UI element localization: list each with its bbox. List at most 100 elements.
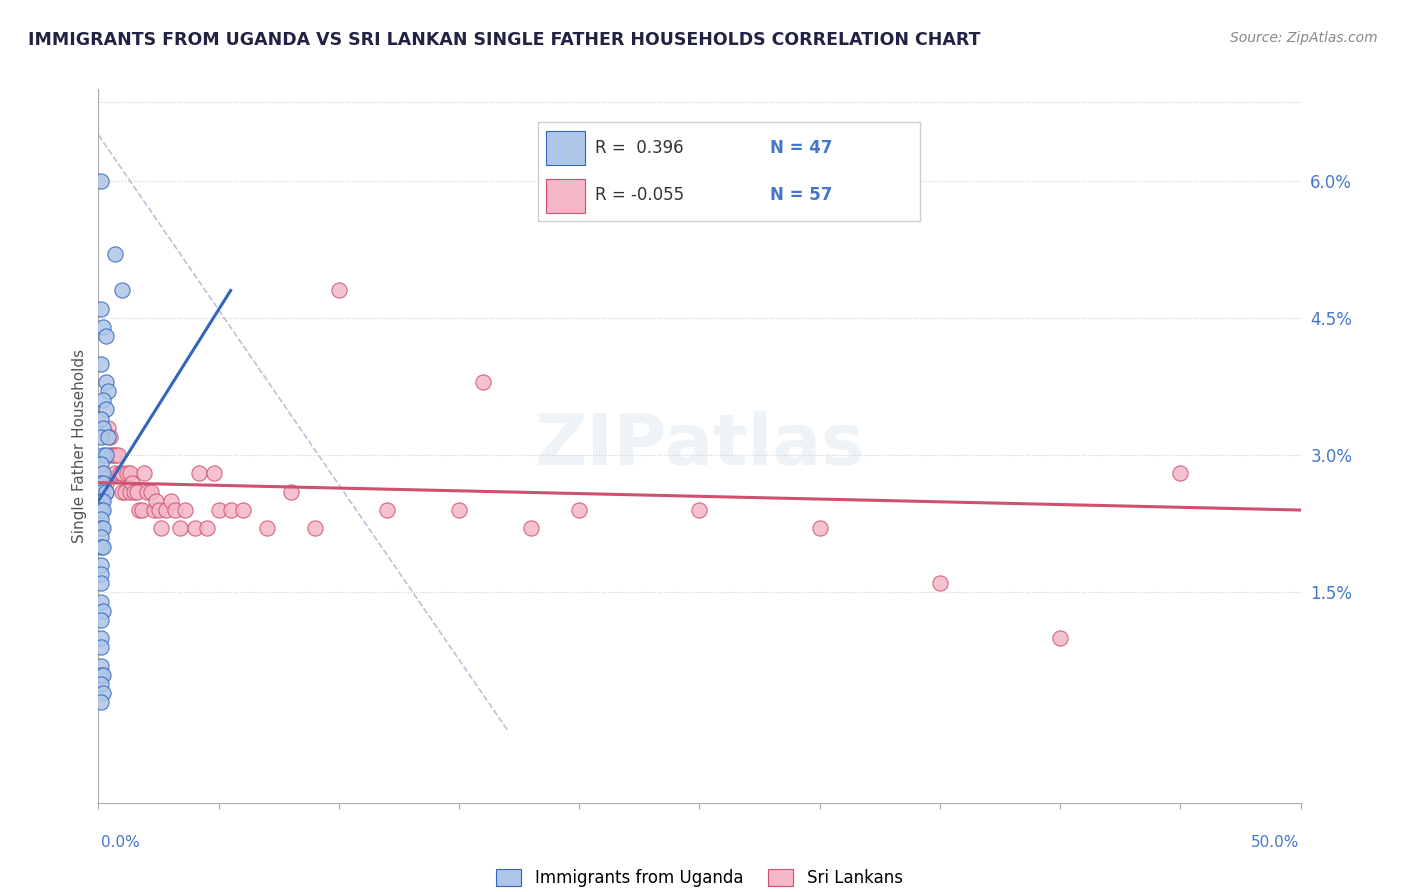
Point bbox=[94, 484, 117, 499]
Point bbox=[108, 467, 131, 481]
Point bbox=[91, 540, 114, 554]
Point bbox=[111, 484, 134, 499]
Point bbox=[94, 448, 117, 462]
Point bbox=[91, 467, 114, 481]
Point bbox=[114, 484, 136, 499]
Point bbox=[125, 484, 148, 499]
Point bbox=[90, 695, 112, 709]
Point bbox=[928, 576, 950, 591]
Point bbox=[128, 503, 150, 517]
Point bbox=[183, 521, 205, 535]
Point bbox=[447, 503, 470, 517]
Point bbox=[104, 448, 127, 462]
Point bbox=[520, 521, 543, 535]
Point bbox=[90, 631, 112, 645]
Point bbox=[91, 521, 114, 535]
Point bbox=[208, 503, 231, 517]
Text: R =  0.396: R = 0.396 bbox=[595, 139, 683, 157]
Point bbox=[472, 375, 495, 389]
Point bbox=[328, 284, 350, 298]
Point bbox=[219, 503, 242, 517]
Point bbox=[90, 540, 112, 554]
Point bbox=[131, 503, 153, 517]
Point bbox=[90, 613, 112, 627]
Point bbox=[132, 467, 155, 481]
Legend: Immigrants from Uganda, Sri Lankans: Immigrants from Uganda, Sri Lankans bbox=[496, 869, 903, 888]
Point bbox=[90, 594, 112, 608]
Point bbox=[174, 503, 197, 517]
Point bbox=[90, 174, 112, 188]
Point bbox=[90, 576, 112, 591]
Y-axis label: Single Father Households: Single Father Households bbox=[72, 349, 87, 543]
Point bbox=[90, 667, 112, 681]
Point bbox=[90, 640, 112, 655]
Point bbox=[97, 420, 120, 434]
Point bbox=[107, 448, 129, 462]
Point bbox=[90, 531, 112, 545]
Point bbox=[100, 448, 122, 462]
Point bbox=[91, 484, 114, 499]
Point bbox=[90, 301, 112, 316]
Point bbox=[155, 503, 177, 517]
Text: R = -0.055: R = -0.055 bbox=[595, 186, 685, 204]
Point bbox=[91, 686, 114, 700]
Text: ZIPatlas: ZIPatlas bbox=[534, 411, 865, 481]
Point bbox=[90, 411, 112, 425]
Point bbox=[97, 384, 120, 398]
Point bbox=[568, 503, 591, 517]
FancyBboxPatch shape bbox=[538, 122, 920, 221]
Point bbox=[117, 467, 139, 481]
Point bbox=[91, 475, 114, 490]
Point bbox=[808, 521, 831, 535]
Text: N = 57: N = 57 bbox=[770, 186, 832, 204]
Point bbox=[101, 448, 124, 462]
Point bbox=[91, 503, 114, 517]
FancyBboxPatch shape bbox=[546, 130, 585, 164]
Text: 50.0%: 50.0% bbox=[1251, 836, 1299, 850]
Point bbox=[91, 448, 114, 462]
Point bbox=[141, 484, 163, 499]
Point bbox=[91, 467, 114, 481]
Point bbox=[90, 475, 112, 490]
Point bbox=[689, 503, 711, 517]
Point bbox=[90, 677, 112, 691]
Point bbox=[111, 284, 134, 298]
Point bbox=[90, 512, 112, 526]
Point bbox=[94, 329, 117, 343]
Point bbox=[90, 558, 112, 572]
Point bbox=[111, 467, 134, 481]
Point bbox=[90, 658, 112, 673]
Point bbox=[104, 247, 127, 261]
Point bbox=[118, 467, 141, 481]
Point bbox=[90, 567, 112, 582]
Point bbox=[90, 467, 112, 481]
Point bbox=[91, 494, 114, 508]
Point bbox=[188, 467, 211, 481]
Point bbox=[165, 503, 187, 517]
Point bbox=[104, 467, 127, 481]
Text: 0.0%: 0.0% bbox=[101, 836, 141, 850]
Text: N = 47: N = 47 bbox=[770, 139, 832, 157]
Point bbox=[304, 521, 326, 535]
Point bbox=[1170, 467, 1192, 481]
Point bbox=[90, 521, 112, 535]
FancyBboxPatch shape bbox=[546, 179, 585, 212]
Point bbox=[232, 503, 254, 517]
Point bbox=[149, 521, 172, 535]
Point bbox=[100, 430, 122, 444]
Point bbox=[91, 393, 114, 408]
Point bbox=[90, 357, 112, 371]
Point bbox=[159, 494, 181, 508]
Point bbox=[94, 475, 117, 490]
Point bbox=[121, 475, 143, 490]
Point bbox=[135, 484, 157, 499]
Point bbox=[94, 402, 117, 417]
Point bbox=[195, 521, 218, 535]
Point bbox=[90, 494, 112, 508]
Point bbox=[90, 503, 112, 517]
Point bbox=[94, 375, 117, 389]
Point bbox=[375, 503, 398, 517]
Point bbox=[169, 521, 191, 535]
Point bbox=[90, 430, 112, 444]
Point bbox=[256, 521, 278, 535]
